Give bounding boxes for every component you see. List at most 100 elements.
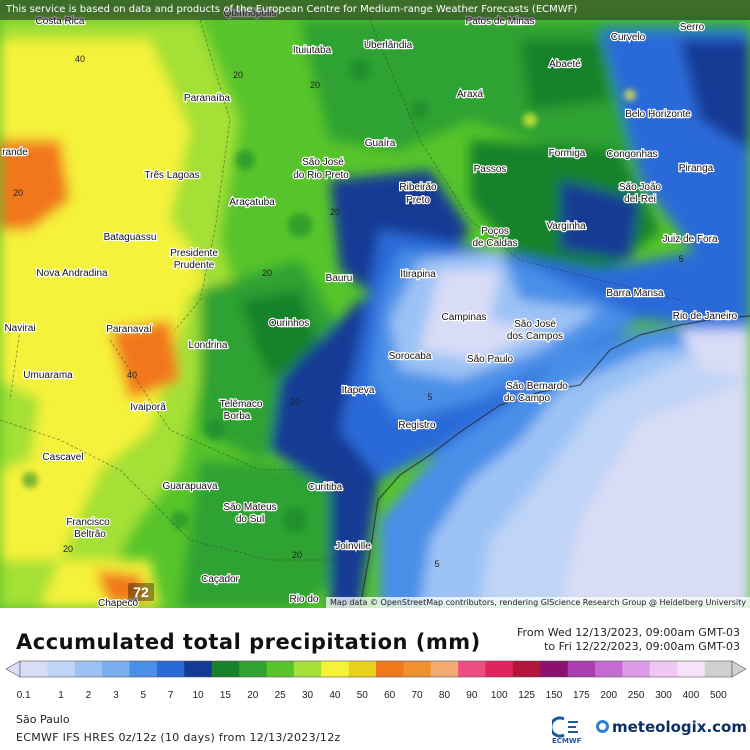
brand-text: meteologix.com <box>612 718 747 736</box>
city-label: Francisco <box>65 516 111 529</box>
legend-swatch <box>403 661 432 677</box>
city-name: Beltrão <box>74 529 106 540</box>
city-label: dos Campos <box>506 330 565 343</box>
legend-arrow-right <box>731 660 747 678</box>
city-name: Navirai <box>4 323 35 334</box>
city-name: Francisco <box>66 517 110 528</box>
city-name: Londrina <box>189 340 228 351</box>
city-name: Paranavaí <box>106 324 152 335</box>
legend-swatch <box>649 661 678 677</box>
contour-value: 40 <box>75 54 85 64</box>
legend-value: 60 <box>384 690 396 701</box>
city-label: Sorocaba <box>387 350 433 363</box>
city-name: Borba <box>224 411 251 422</box>
city-name: São José <box>302 157 344 168</box>
contour-value: 20 <box>310 80 320 90</box>
city-label: Araçatuba <box>228 196 276 209</box>
legend-value: 400 <box>683 690 700 701</box>
city-label: Juiz de Fora <box>661 233 719 246</box>
city-label: Rio do <box>288 593 320 606</box>
city-name: Três Lagoas <box>144 170 199 181</box>
time-from: From Wed 12/13/2023, 09:00am GMT-03 <box>517 626 740 639</box>
city-label: Presidente <box>169 247 220 260</box>
city-label: Registro <box>397 419 437 432</box>
color-legend: 0.1 1 2 3 5 7 10 15 20 25 30 40 50 60 70 80 90 100 125 150 1… <box>5 660 747 701</box>
city-label: Curvelo <box>610 31 647 44</box>
contour-value: 20 <box>262 268 272 278</box>
city-label: Campinas <box>440 311 487 324</box>
city-name: Umuarama <box>23 370 73 381</box>
city-label: Umuarama <box>22 369 74 382</box>
city-label: Itirapina <box>399 268 437 281</box>
city-name: Campinas <box>441 312 486 323</box>
city-name: São Bernardo <box>506 381 568 392</box>
legend-value: 30 <box>302 690 314 701</box>
city-name: Poços <box>481 226 509 237</box>
city-label: Bataguassu <box>102 231 157 244</box>
city-name: Itirapina <box>400 269 436 280</box>
city-name: São José <box>514 319 556 330</box>
city-name: do Campo <box>504 393 551 404</box>
legend-swatch <box>47 661 76 677</box>
city-label: Passos <box>472 163 507 176</box>
legend-swatch <box>321 661 350 677</box>
meteologix-logo-icon <box>596 720 609 733</box>
city-name: Araçatuba <box>229 197 275 208</box>
legend-value: 250 <box>628 690 645 701</box>
city-label: Piranga <box>678 162 715 175</box>
legend-value: 25 <box>275 690 287 701</box>
city-name: Curitiba <box>308 482 343 493</box>
city-label: Cascavel <box>41 451 85 464</box>
city-name: São Paulo <box>467 354 514 365</box>
meteologix-brand: meteologix.com <box>596 718 747 736</box>
city-name: Preto <box>406 195 430 206</box>
city-label: Ribeirão <box>398 181 438 194</box>
city-name: Serro <box>680 22 705 33</box>
city-name: Curvelo <box>611 32 646 43</box>
legend-swatch <box>512 661 541 677</box>
city-name: Abaeté <box>549 59 581 70</box>
legend-value: 90 <box>466 690 478 701</box>
city-label: Curitiba <box>307 481 344 494</box>
contour-value: 20 <box>13 188 23 198</box>
city-label: Navirai <box>3 322 37 335</box>
city-name: Varginha <box>546 221 586 232</box>
legend-swatch <box>376 661 404 677</box>
city-name: Rio do <box>290 594 319 605</box>
city-label: Beltrão <box>73 528 108 541</box>
city-name: Telêmaco <box>220 399 263 410</box>
legend-arrow-left <box>5 660 21 678</box>
city-label: São Bernardo <box>505 380 570 393</box>
legend-swatch <box>74 661 103 677</box>
city-label: Prudente <box>173 259 216 272</box>
city-label: Araxá <box>456 88 485 101</box>
legend-swatch <box>622 661 651 677</box>
city-name: Uberlândia <box>364 40 413 51</box>
city-name: Nova Andradina <box>36 268 108 279</box>
legend-swatch <box>20 661 48 677</box>
legend-swatch <box>266 661 295 677</box>
legend-swatch <box>102 661 131 677</box>
city-name: dos Campos <box>507 331 563 342</box>
city-name: Itapeva <box>342 385 375 396</box>
city-label: Guarapuava <box>161 480 219 493</box>
city-label: Nova Andradina <box>35 267 109 280</box>
city-name: Congonhas <box>606 149 657 160</box>
city-label: Três Lagoas <box>143 169 201 182</box>
legend-swatch <box>348 661 377 677</box>
city-label: Congonhas <box>605 148 659 161</box>
legend-value: 500 <box>710 690 727 701</box>
city-name: Sorocaba <box>389 351 432 362</box>
contour-value: 5 <box>427 392 432 402</box>
ecmwf-text: ECMWF <box>552 737 582 745</box>
legend-value: 200 <box>600 690 617 701</box>
city-name: de Caldas <box>472 238 517 249</box>
legend-value: 50 <box>357 690 369 701</box>
city-label: Poços <box>480 225 510 238</box>
city-name: Chapecó <box>98 598 138 608</box>
legend-value: 2 <box>86 690 92 701</box>
city-name: Caçador <box>201 574 239 585</box>
contour-value: 5 <box>678 254 683 264</box>
city-label: São Mateus <box>222 501 278 514</box>
city-label: Barra Mansa <box>605 287 665 300</box>
